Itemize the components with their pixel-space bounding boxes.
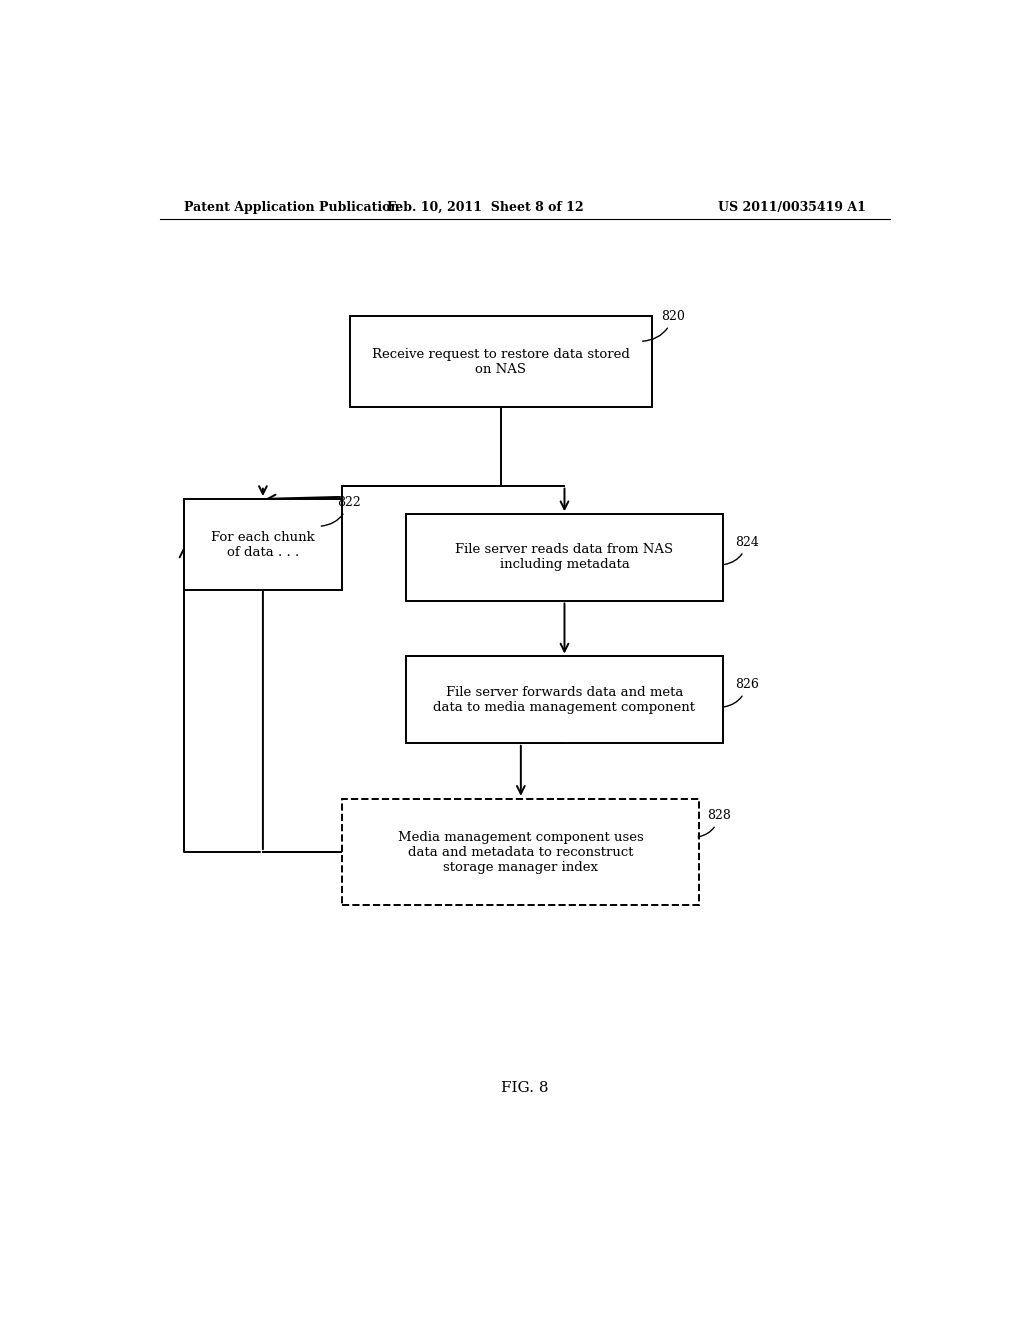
- Text: Patent Application Publication: Patent Application Publication: [183, 201, 399, 214]
- Text: Receive request to restore data stored
on NAS: Receive request to restore data stored o…: [372, 347, 630, 376]
- Bar: [342, 799, 699, 906]
- Text: File server reads data from NAS
including metadata: File server reads data from NAS includin…: [456, 544, 674, 572]
- Text: For each chunk
of data . . .: For each chunk of data . . .: [211, 531, 314, 558]
- Text: 826: 826: [724, 678, 759, 706]
- Bar: [350, 315, 652, 408]
- Text: 824: 824: [724, 536, 759, 565]
- Text: File server forwards data and meta
data to media management component: File server forwards data and meta data …: [433, 685, 695, 714]
- Bar: [183, 499, 342, 590]
- Bar: [406, 656, 723, 743]
- Text: 820: 820: [643, 310, 685, 341]
- Text: Feb. 10, 2011  Sheet 8 of 12: Feb. 10, 2011 Sheet 8 of 12: [387, 201, 584, 214]
- Text: 828: 828: [698, 809, 731, 837]
- Text: Media management component uses
data and metadata to reconstruct
storage manager: Media management component uses data and…: [398, 830, 644, 874]
- Text: 822: 822: [322, 496, 360, 527]
- Bar: [406, 515, 723, 601]
- Text: FIG. 8: FIG. 8: [501, 1081, 549, 1096]
- Text: US 2011/0035419 A1: US 2011/0035419 A1: [718, 201, 866, 214]
